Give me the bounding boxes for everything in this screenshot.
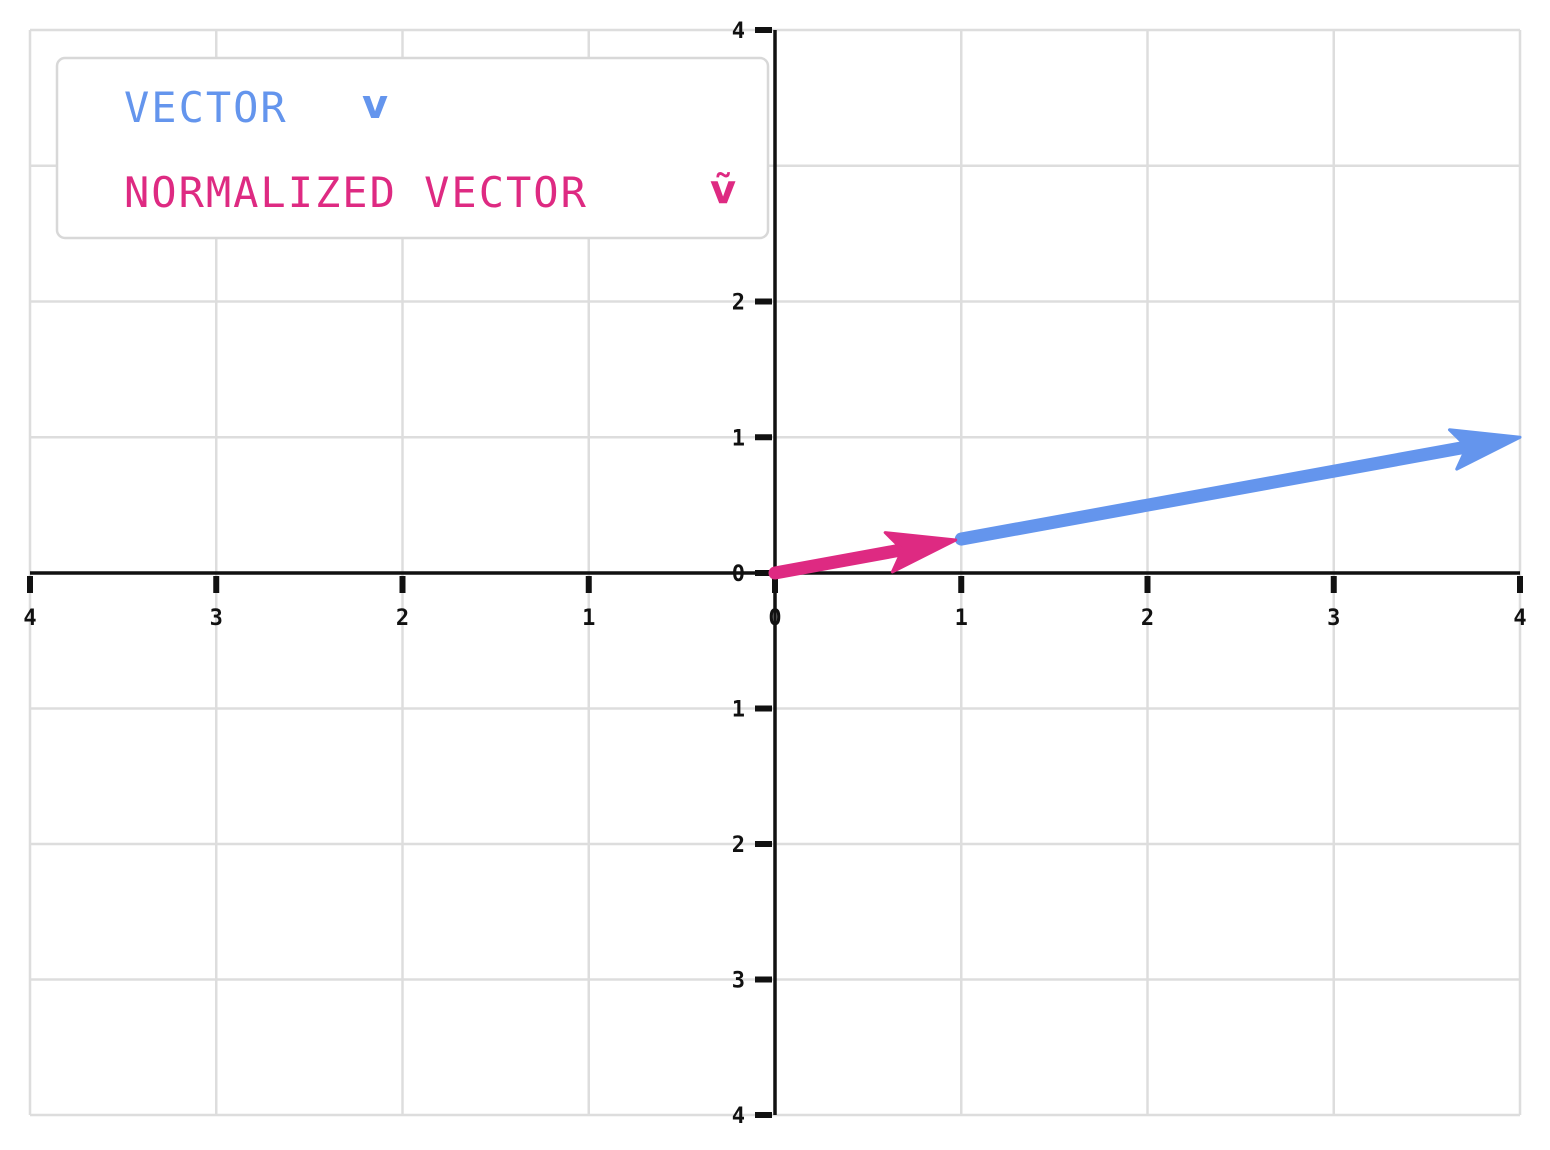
x-tick-label: 2 bbox=[396, 606, 409, 631]
x-tick-label: 0 bbox=[768, 606, 781, 631]
y-tick-label: 3 bbox=[732, 969, 745, 994]
y-tick-label: 2 bbox=[732, 833, 745, 858]
legend-label-normalized: NORMALIZED VECTOR bbox=[124, 168, 588, 217]
legend-symbol-vector: v bbox=[362, 82, 388, 128]
x-tick-label: 2 bbox=[1141, 606, 1154, 631]
y-tick-label: 2 bbox=[732, 291, 745, 316]
legend-box bbox=[55, 56, 770, 240]
x-tick-label: 3 bbox=[210, 606, 223, 631]
legend-symbol-normalized: ṽ bbox=[710, 167, 736, 213]
ticks: 4 3 2 1 0 1 2 3 4 4 3 2 1 0 1 2 4 bbox=[23, 19, 1526, 1129]
arrow-vector bbox=[954, 428, 1522, 546]
x-tick-label: 4 bbox=[23, 606, 36, 631]
x-tick-label: 1 bbox=[582, 606, 595, 631]
legend: VECTOR v NORMALIZED VECTOR ṽ bbox=[55, 56, 770, 240]
y-tick-label: 4 bbox=[732, 1104, 745, 1129]
y-tick-label: 4 bbox=[732, 19, 745, 44]
series bbox=[768, 428, 1522, 580]
y-tick-label: 0 bbox=[732, 562, 745, 587]
arrow-normalized-vector bbox=[768, 531, 958, 580]
arrow-shaft bbox=[768, 544, 904, 580]
x-tick-label: 1 bbox=[955, 606, 968, 631]
x-tick-label: 4 bbox=[1513, 606, 1526, 631]
arrow-head bbox=[1448, 428, 1522, 471]
y-tick-label: 1 bbox=[732, 698, 745, 723]
arrow-shaft bbox=[954, 441, 1468, 546]
y-tick-label: 1 bbox=[732, 426, 745, 451]
legend-label-vector: VECTOR bbox=[124, 83, 288, 132]
arrow-head bbox=[883, 531, 958, 574]
x-tick-label: 3 bbox=[1327, 606, 1340, 631]
